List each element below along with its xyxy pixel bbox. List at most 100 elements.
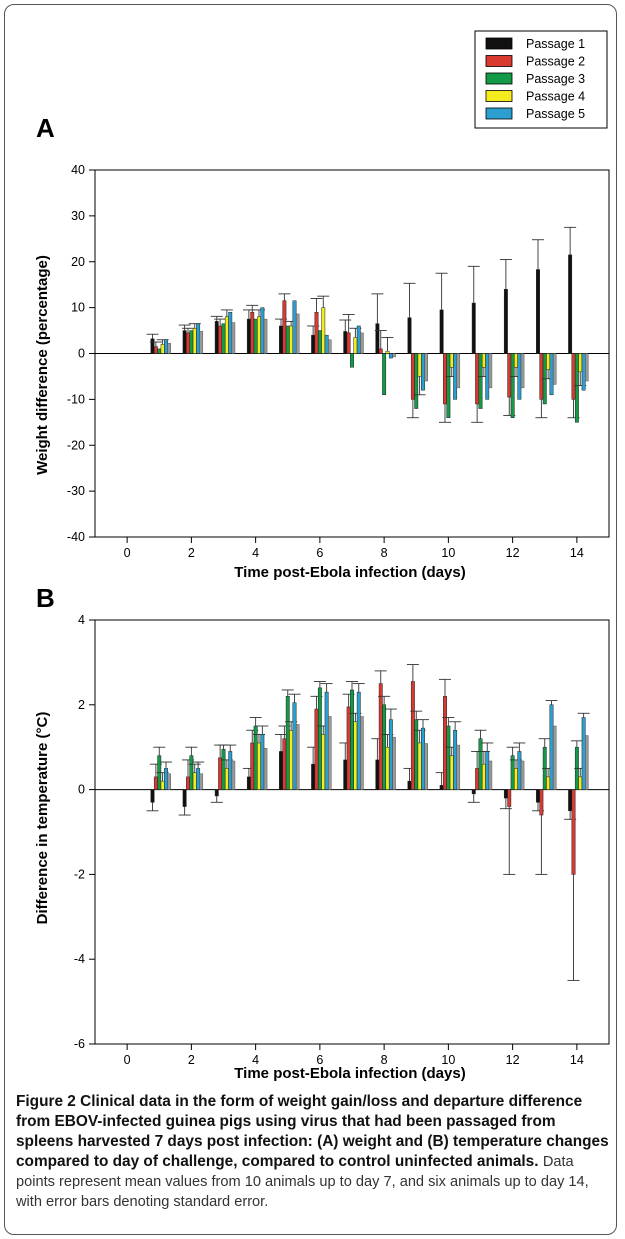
x-tick-label-a: 10 — [441, 546, 455, 560]
bar-b — [314, 708, 319, 790]
y-tick-label-b: 0 — [78, 783, 85, 797]
y-tick-label-a: -10 — [67, 392, 85, 406]
bar-a — [375, 323, 380, 354]
x-tick-label-b: 8 — [381, 1053, 388, 1067]
bar-b — [417, 742, 422, 790]
bar-extra-a — [392, 353, 396, 358]
bar-b — [410, 681, 415, 790]
bar-a — [246, 318, 251, 354]
bar-b — [196, 768, 201, 790]
bar-a — [407, 317, 412, 354]
bar-b — [421, 727, 425, 790]
bar-b — [517, 751, 522, 790]
x-tick-label-b: 12 — [506, 1053, 520, 1067]
bar-b — [218, 757, 223, 790]
bar-extra-a — [167, 342, 171, 354]
bar-a — [350, 353, 354, 368]
bar-a — [449, 353, 454, 368]
bar-extra-b — [231, 760, 236, 790]
x-tick-label-b: 14 — [570, 1053, 584, 1067]
bar-a — [356, 325, 361, 354]
bar-b — [321, 734, 326, 790]
bar-a — [574, 353, 579, 423]
bar-a — [164, 339, 168, 354]
bar-extra-b — [424, 743, 428, 790]
bar-a — [260, 307, 265, 354]
bar-a — [150, 338, 155, 354]
bar-b — [471, 789, 476, 795]
bar-a — [257, 316, 261, 354]
bar-b — [214, 789, 219, 797]
x-tick-label-b: 0 — [124, 1053, 131, 1067]
bar-b — [478, 738, 483, 790]
bar-a — [186, 332, 190, 354]
bar-extra-a — [295, 313, 300, 354]
x-tick-label-b: 6 — [316, 1053, 323, 1067]
figure-frame — [4, 4, 617, 1235]
x-tick-label-b: 4 — [252, 1053, 259, 1067]
bar-b — [571, 789, 576, 875]
bar-a — [189, 330, 194, 354]
legend-label-3: Passage 3 — [526, 72, 585, 86]
bar-extra-b — [488, 760, 493, 790]
bar-b — [292, 702, 297, 790]
bar-a — [453, 353, 458, 400]
x-tick-label-a: 8 — [381, 546, 388, 560]
x-axis-title-b: Time post-Ebola infection (days) — [234, 1065, 465, 1082]
bar-a — [378, 348, 383, 354]
bar-extra-b — [167, 773, 171, 790]
bar-b — [257, 742, 261, 790]
bar-b — [221, 749, 226, 790]
bar-b — [356, 691, 361, 790]
bar-b — [485, 751, 490, 790]
y-tick-label-a: 30 — [71, 209, 85, 223]
bar-a — [517, 353, 522, 400]
x-tick-label-a: 0 — [124, 546, 131, 560]
bar-extra-a — [360, 332, 364, 354]
bar-b — [375, 759, 380, 790]
bar-extra-a — [231, 322, 236, 354]
legend-swatch-3 — [485, 72, 513, 85]
legend-label-2: Passage 2 — [526, 55, 585, 69]
bar-a — [311, 334, 316, 354]
bar-b — [253, 725, 258, 790]
bar-b — [153, 776, 158, 790]
bar-b — [279, 751, 283, 790]
caption-body: Data points represent mean values from 1… — [16, 1154, 589, 1210]
bar-a — [485, 353, 490, 400]
y-tick-label-a: 40 — [71, 163, 85, 177]
bar-a — [321, 307, 326, 354]
bar-a — [282, 300, 287, 354]
bar-a — [439, 309, 444, 354]
bar-extra-a — [328, 339, 332, 354]
bar-extra-b — [456, 744, 461, 790]
figure-caption: Figure 2 Clinical data in the form of we… — [16, 1092, 612, 1212]
bar-a — [443, 353, 447, 405]
caption-label: Figure 2 — [16, 1093, 76, 1110]
bar-b — [186, 776, 190, 790]
bar-b — [317, 687, 322, 790]
caption-title: Clinical data in the form of weight gain… — [16, 1093, 609, 1170]
y-tick-label-b: -2 — [74, 867, 85, 881]
bar-a — [539, 353, 544, 400]
bar-a — [507, 353, 512, 398]
bar-a — [578, 353, 583, 373]
bar-a — [228, 311, 233, 354]
y-tick-label-a: -40 — [67, 530, 85, 544]
bar-b — [343, 759, 348, 790]
bar-b — [446, 725, 451, 790]
bar-a — [153, 346, 158, 354]
bar-a — [571, 353, 576, 400]
y-tick-label-b: 2 — [78, 698, 85, 712]
bar-b — [189, 755, 194, 790]
bar-extra-b — [360, 716, 364, 790]
y-tick-label-b: 4 — [78, 613, 85, 627]
legend-label-5: Passage 5 — [526, 107, 585, 121]
x-tick-label-a: 2 — [188, 546, 195, 560]
bar-b — [385, 746, 390, 790]
legend-label-1: Passage 1 — [526, 37, 585, 51]
bar-a — [214, 321, 219, 354]
legend-swatch-5 — [485, 107, 513, 120]
bar-b — [453, 729, 458, 790]
bar-a — [324, 334, 329, 354]
